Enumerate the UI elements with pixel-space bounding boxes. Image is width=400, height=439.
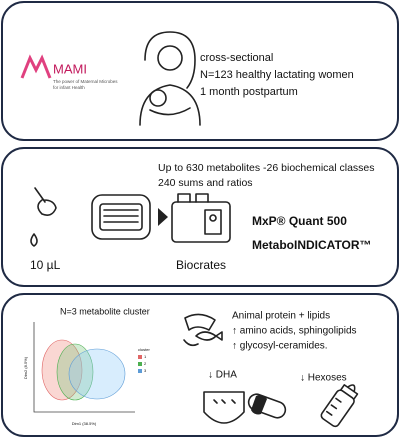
study-line: 1 month postpartum [200,86,298,98]
cluster-plot: Dim1 (38.5%) Dim2 (8.5%) cluster 1 2 3 [23,322,150,426]
method-line: 240 sums and ratios [158,177,253,189]
logo-tagline: for infant Health [53,85,85,90]
kit-name: MxP® Quant 500 [252,214,347,228]
y-axis-label: Dim2 (8.5%) [23,356,28,379]
plate-icon [91,194,151,240]
results-title: N=3 metabolite cluster [60,306,150,316]
legend-label: 2 [144,361,147,366]
brain-pill-icon [203,391,287,424]
mami-logo: MAMI The power of Maternal Microbes for … [20,54,118,90]
cluster-ellipse [68,348,126,400]
food-icon [183,313,223,347]
bottle-icon [320,384,359,428]
sample-volume: 10 µL [30,258,61,272]
study-line: N=123 healthy lactating women [200,69,354,81]
study-line: cross-sectional [200,52,273,64]
legend-swatch [138,355,142,359]
pill-half [251,394,267,415]
pipette-drop-icon [30,187,57,247]
index-name: MetaboINDICATOR™ [252,238,372,252]
arrow [158,208,168,226]
legend-swatch [138,369,142,373]
panel-method [1,147,399,287]
legend-title: cluster [138,347,150,352]
legend-swatch [138,362,142,366]
logo-tagline: The power of Maternal Microbes [53,79,118,84]
plot-axes [33,322,135,413]
logo-name: MAMI [53,61,87,76]
x-axis-label: Dim1 (38.5%) [72,421,97,426]
finding: ↑ amino acids, sphingolipids [232,326,357,337]
cluster-ellipse [56,343,94,401]
panel-results [1,293,399,437]
finding: Animal protein + lipids [232,311,330,322]
method-line: Up to 630 metabolites -26 biochemical cl… [158,162,375,174]
finding-dha: ↓ DHA [208,370,237,381]
vendor: Biocrates [176,258,226,272]
instrument-icon [171,193,231,243]
mother-icon [139,31,201,126]
finding: ↑ glycosyl-ceramides. [232,341,328,352]
finding-hexoses: ↓ Hexoses [300,373,347,384]
panel-study [1,1,399,141]
legend-label: 3 [144,368,147,373]
logo-mark [20,54,52,79]
legend-label: 1 [144,354,147,359]
